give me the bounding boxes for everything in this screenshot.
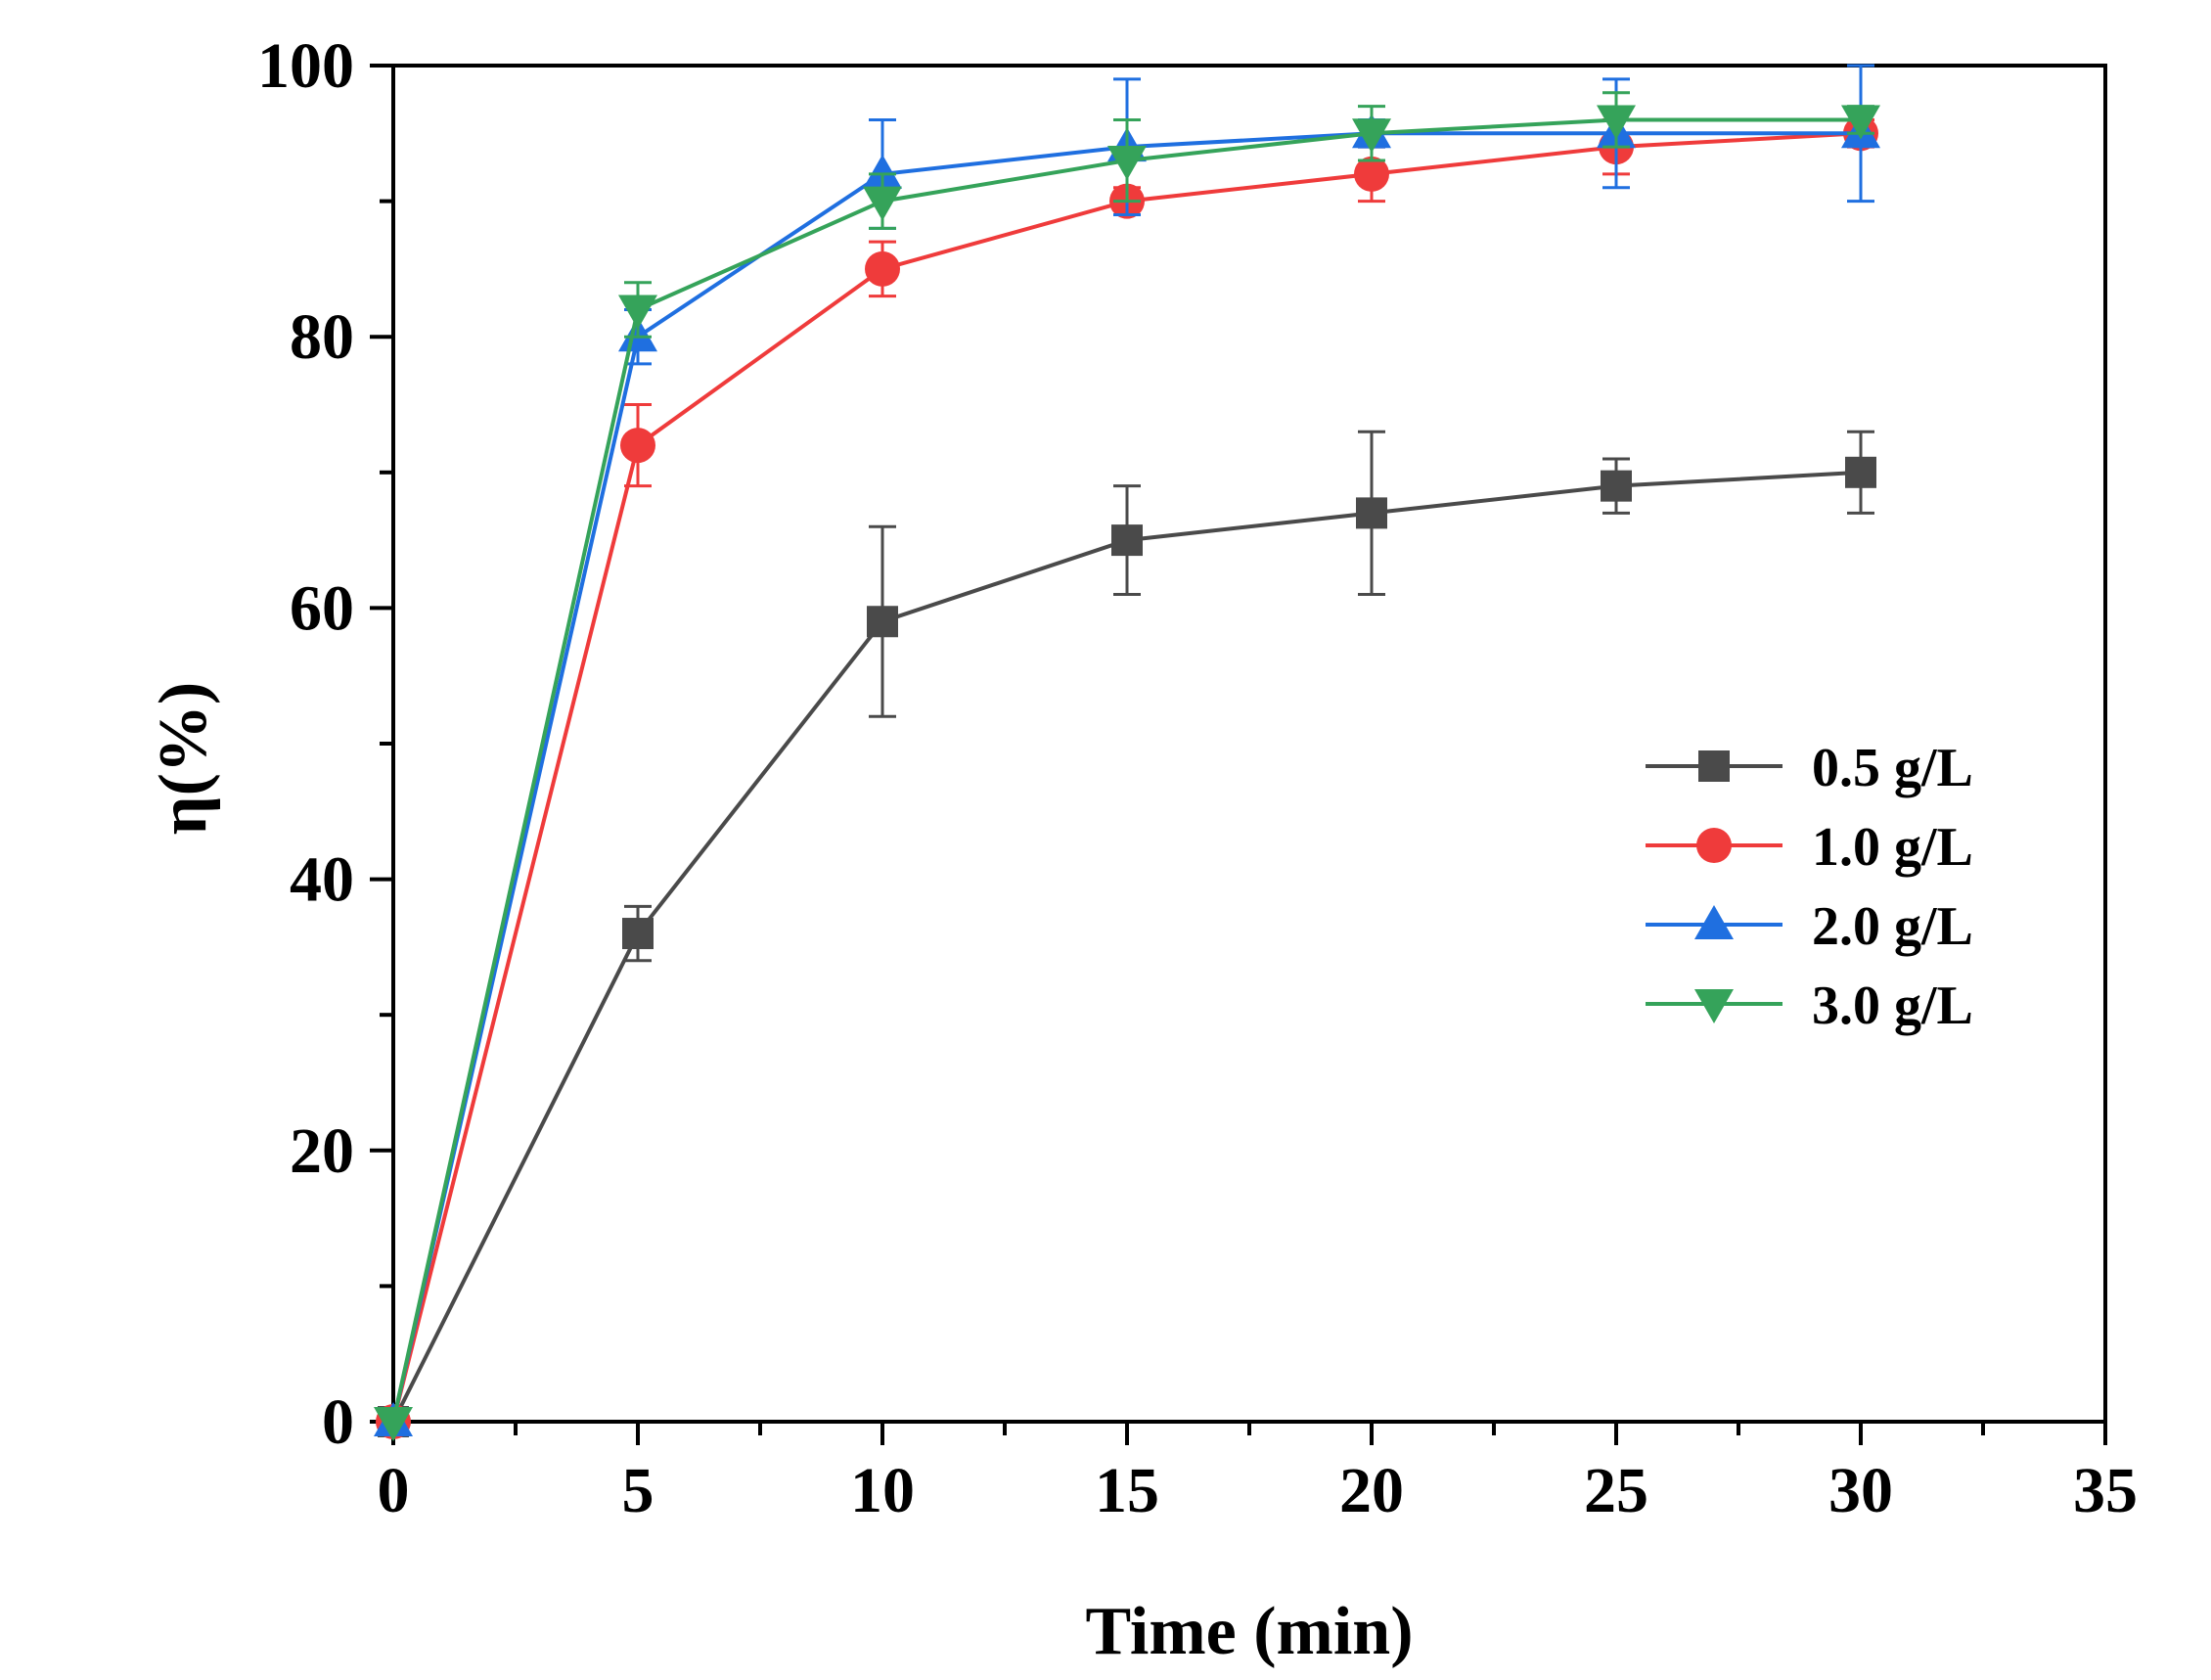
- legend-marker: [1694, 989, 1734, 1023]
- data-point: [867, 606, 898, 638]
- x-tick-label: 20: [1339, 1455, 1404, 1526]
- series-0-5-g-l: [378, 430, 1876, 1437]
- y-tick-label: 100: [257, 30, 354, 102]
- data-point: [865, 250, 900, 287]
- x-axis-title: Time (min): [1085, 1594, 1413, 1669]
- series-3-0-g-l: [374, 91, 1880, 1441]
- data-point: [1107, 146, 1147, 181]
- y-tick-label: 40: [290, 844, 354, 916]
- x-tick-label: 15: [1095, 1455, 1159, 1526]
- data-point: [1356, 497, 1387, 529]
- y-tick-label: 0: [322, 1386, 354, 1458]
- legend-label: 3.0 g/L: [1812, 976, 1973, 1036]
- legend-label: 1.0 g/L: [1812, 817, 1973, 878]
- legend-marker: [1698, 750, 1730, 782]
- legend-marker: [1696, 828, 1732, 863]
- legend-label: 0.5 g/L: [1812, 738, 1973, 798]
- axis-ticks: 0 5 10 15 20 25 30 35 0 20 40 60 80 100: [257, 30, 2138, 1526]
- series-line: [391, 131, 1861, 1423]
- data-point: [1352, 118, 1391, 154]
- legend: 0.5 g/L 1.0 g/L 2.0 g/L 3.0 g/L: [1646, 738, 1973, 1036]
- x-tick-label: 10: [850, 1455, 915, 1526]
- data-point: [1597, 105, 1636, 140]
- data-point: [1841, 105, 1880, 140]
- x-tick-label: 0: [378, 1455, 410, 1526]
- data-point: [863, 186, 902, 221]
- series-line: [391, 470, 1862, 1423]
- y-axis-title: η(%): [146, 682, 221, 835]
- data-point: [1601, 470, 1632, 502]
- data-point: [620, 428, 655, 464]
- series-line: [391, 131, 1862, 1423]
- data-point: [863, 154, 902, 189]
- x-tick-label: 35: [2073, 1455, 2138, 1526]
- x-tick-label: 25: [1584, 1455, 1648, 1526]
- series-2-0-g-l: [374, 64, 1880, 1436]
- y-tick-label: 80: [290, 301, 354, 373]
- y-tick-label: 60: [290, 572, 354, 644]
- data-point: [618, 295, 657, 330]
- legend-label: 2.0 g/L: [1812, 896, 1973, 957]
- x-tick-label: 5: [622, 1455, 654, 1526]
- x-tick-label: 30: [1828, 1455, 1893, 1526]
- data-point: [374, 1407, 413, 1441]
- data-point: [1354, 156, 1389, 192]
- data-point: [622, 918, 654, 950]
- data-point: [1111, 524, 1143, 557]
- y-tick-label: 20: [290, 1115, 354, 1187]
- series-line: [391, 117, 1861, 1423]
- data-point: [1845, 456, 1876, 488]
- legend-marker: [1694, 905, 1734, 939]
- series-layer: [374, 64, 1880, 1441]
- series-1-0-g-l: [376, 115, 1878, 1439]
